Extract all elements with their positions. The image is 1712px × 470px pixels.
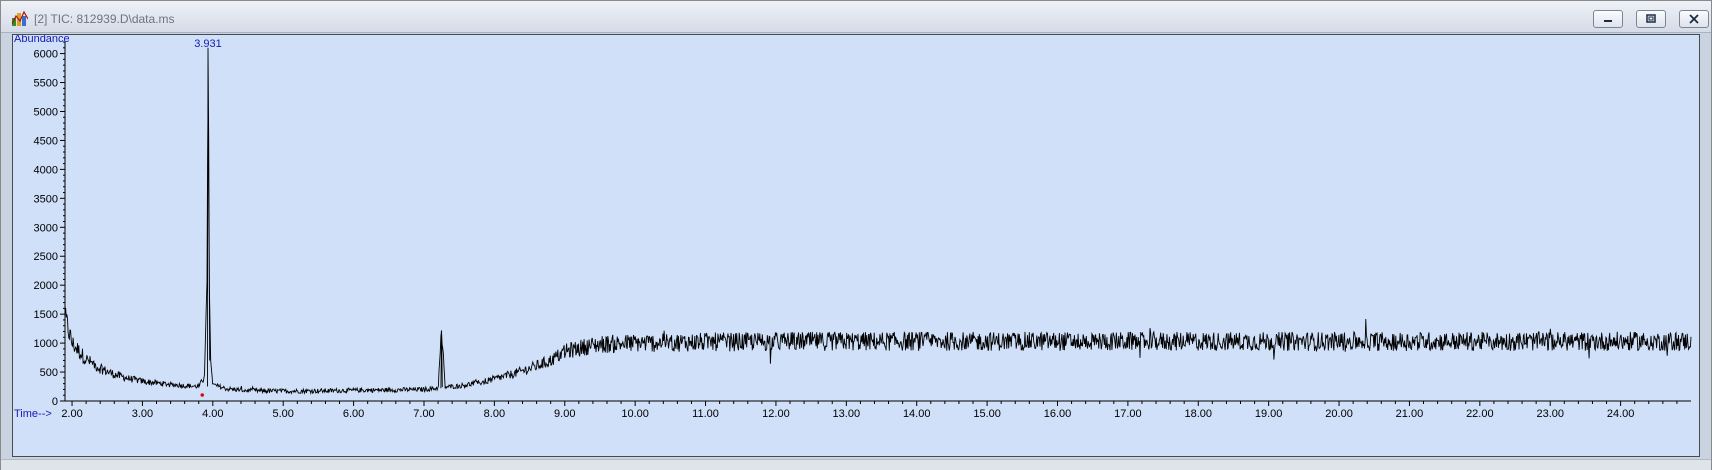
y-tick-label: 3000 xyxy=(34,222,58,234)
x-tick-label: 24.00 xyxy=(1607,408,1635,420)
x-tick-label: 8.00 xyxy=(484,408,505,420)
close-button[interactable] xyxy=(1679,10,1709,28)
x-tick-label: 16.00 xyxy=(1044,408,1072,420)
x-tick-label: 6.00 xyxy=(343,408,364,420)
window-title: [2] TIC: 812939.D\data.ms xyxy=(34,12,175,26)
y-tick-label: 5500 xyxy=(34,78,58,90)
y-tick-label: 1000 xyxy=(34,338,58,350)
x-tick-label: 13.00 xyxy=(833,408,861,420)
peak-label: 3.931 xyxy=(194,38,222,50)
x-tick-label: 17.00 xyxy=(1114,408,1142,420)
y-tick-label: 2500 xyxy=(34,251,58,263)
y-tick-label: 1500 xyxy=(34,309,58,321)
y-tick-label: 0 xyxy=(52,396,58,408)
y-tick-label: 4500 xyxy=(34,135,58,147)
x-tick-label: 12.00 xyxy=(762,408,790,420)
x-tick-label: 2.00 xyxy=(61,408,82,420)
y-tick-label: 6000 xyxy=(34,49,58,61)
x-axis-label: Time--> xyxy=(14,408,52,420)
x-tick-label: 10.00 xyxy=(621,408,649,420)
integration-marker xyxy=(200,393,205,397)
y-axis-label: Abundance xyxy=(14,35,70,45)
close-icon xyxy=(1689,14,1699,24)
restore-icon xyxy=(1646,14,1656,23)
restore-button[interactable] xyxy=(1636,10,1666,28)
x-tick-label: 15.00 xyxy=(973,408,1001,420)
x-tick-label: 3.00 xyxy=(132,408,153,420)
status-bar xyxy=(1,459,1711,470)
x-tick-label: 4.00 xyxy=(202,408,223,420)
tic-chromatogram-chart[interactable]: 0 500 1000 1500 2000 2500 3000 3500 4000 4500 5000… xyxy=(13,35,1699,456)
x-tick-label: 23.00 xyxy=(1536,408,1564,420)
x-tick-label: 9.00 xyxy=(554,408,575,420)
y-tick-label: 4000 xyxy=(34,164,58,176)
x-tick-label: 14.00 xyxy=(903,408,931,420)
x-tick-label: 11.00 xyxy=(692,408,719,420)
x-tick-label: 20.00 xyxy=(1325,408,1353,420)
chromatogram-app-icon xyxy=(12,10,28,26)
y-tick-label: 2000 xyxy=(34,280,58,292)
plot-frame[interactable]: 0 500 1000 1500 2000 2500 3000 3500 4000 4500 5000… xyxy=(12,34,1700,457)
x-tick-label: 7.00 xyxy=(413,408,434,420)
y-tick-label: 3500 xyxy=(34,193,58,205)
x-tick-label: 19.00 xyxy=(1255,408,1283,420)
x-tick-label: 18.00 xyxy=(1185,408,1213,420)
x-tick-label: 22.00 xyxy=(1466,408,1494,420)
y-tick-label: 5000 xyxy=(34,106,58,118)
title-bar[interactable]: [2] TIC: 812939.D\data.ms xyxy=(1,1,1711,33)
x-tick-label: 21.00 xyxy=(1396,408,1424,420)
minimize-icon xyxy=(1604,20,1612,22)
x-tick-label: 5.00 xyxy=(272,408,293,420)
tic-trace-line xyxy=(64,47,1692,395)
minimize-button[interactable] xyxy=(1593,10,1623,28)
y-tick-label: 500 xyxy=(40,367,58,379)
